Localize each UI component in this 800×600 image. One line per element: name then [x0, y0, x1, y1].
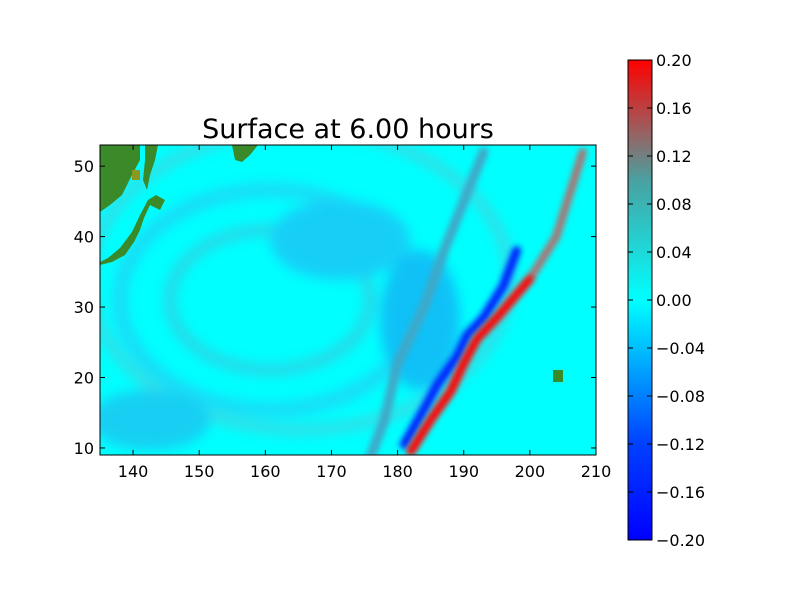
colorbar-tick-label: −0.04: [656, 339, 705, 358]
y-tick-label: 30: [74, 298, 94, 317]
chart-title: Surface at 6.00 hours: [202, 114, 494, 145]
x-tick-label: 140: [118, 462, 149, 481]
x-tick-label: 210: [581, 462, 612, 481]
land-japan-south: [100, 195, 165, 265]
y-tick-label: 20: [74, 369, 94, 388]
land-highlight: [132, 170, 140, 180]
colorbar-tick-label: −0.16: [656, 483, 705, 502]
colorbar-axis: −0.20 −0.16 −0.12 −0.08 −0.04 0.00 0.04 0.08 0.1…: [628, 51, 705, 550]
x-tick-label: 200: [515, 462, 546, 481]
positive-crest: [407, 275, 534, 455]
colorbar-tick-label: −0.12: [656, 435, 705, 454]
y-axis: 10 20 30 40 50: [74, 157, 596, 458]
land-island: [553, 370, 563, 382]
colorbar-tick-label: −0.08: [656, 387, 705, 406]
x-tick-label: 190: [448, 462, 479, 481]
y-tick-label: 10: [74, 439, 94, 458]
wave-front-group: [366, 147, 587, 455]
colorbar-tick-label: 0.00: [656, 291, 692, 310]
x-tick-label: 170: [316, 462, 347, 481]
colorbar-tick-label: 0.04: [656, 243, 692, 262]
colorbar-tick-label: 0.16: [656, 99, 692, 118]
x-tick-label: 160: [250, 462, 281, 481]
colorbar-tick-label: 0.12: [656, 147, 692, 166]
x-tick-label: 150: [184, 462, 215, 481]
land-masses: [100, 145, 563, 382]
negative-trough: [399, 246, 522, 449]
plot-frame: [99, 144, 597, 456]
land-japan: [100, 145, 140, 212]
plot-area: [100, 145, 596, 455]
land-kamchatka: [143, 145, 158, 190]
colorbar-tick-label: 0.08: [656, 195, 692, 214]
colorbar-tick-label: −0.20: [656, 531, 705, 550]
x-axis: 140 150 160 170 180 190 200 210: [118, 145, 611, 481]
x-tick-label: 180: [382, 462, 413, 481]
secondary-ridge: [366, 147, 489, 455]
colorbar-tick-label: 0.20: [656, 51, 692, 70]
y-tick-label: 50: [74, 157, 94, 176]
land-north: [232, 145, 258, 162]
y-tick-label: 40: [74, 228, 94, 247]
